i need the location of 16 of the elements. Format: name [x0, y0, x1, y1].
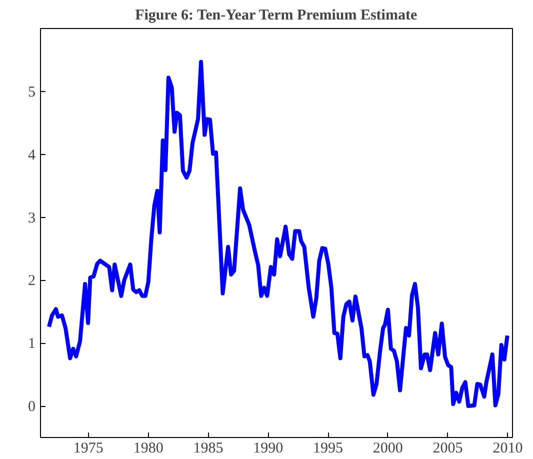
y-tick-label: 2: [28, 273, 36, 290]
y-tick-label: 4: [28, 147, 36, 164]
y-tick-label: 0: [28, 399, 36, 416]
y-tick-label: 3: [28, 210, 36, 226]
x-tick-label: 2000: [372, 440, 403, 456]
x-tick-label: 1990: [253, 440, 284, 456]
y-tick-label: 5: [28, 84, 36, 100]
line-series: [47, 60, 510, 408]
x-tick-label: 2010: [492, 440, 523, 456]
y-tick-label: 1: [28, 336, 36, 352]
x-tick-label: 1995: [313, 440, 344, 456]
x-tick-label: 2005: [432, 440, 463, 456]
x-tick-label: 1980: [133, 440, 164, 456]
x-tick-label: 1975: [73, 440, 104, 456]
chart-title: Figure 6: Ten-Year Term Premium Estimate: [135, 8, 418, 24]
x-tick-label: 1985: [193, 440, 224, 456]
